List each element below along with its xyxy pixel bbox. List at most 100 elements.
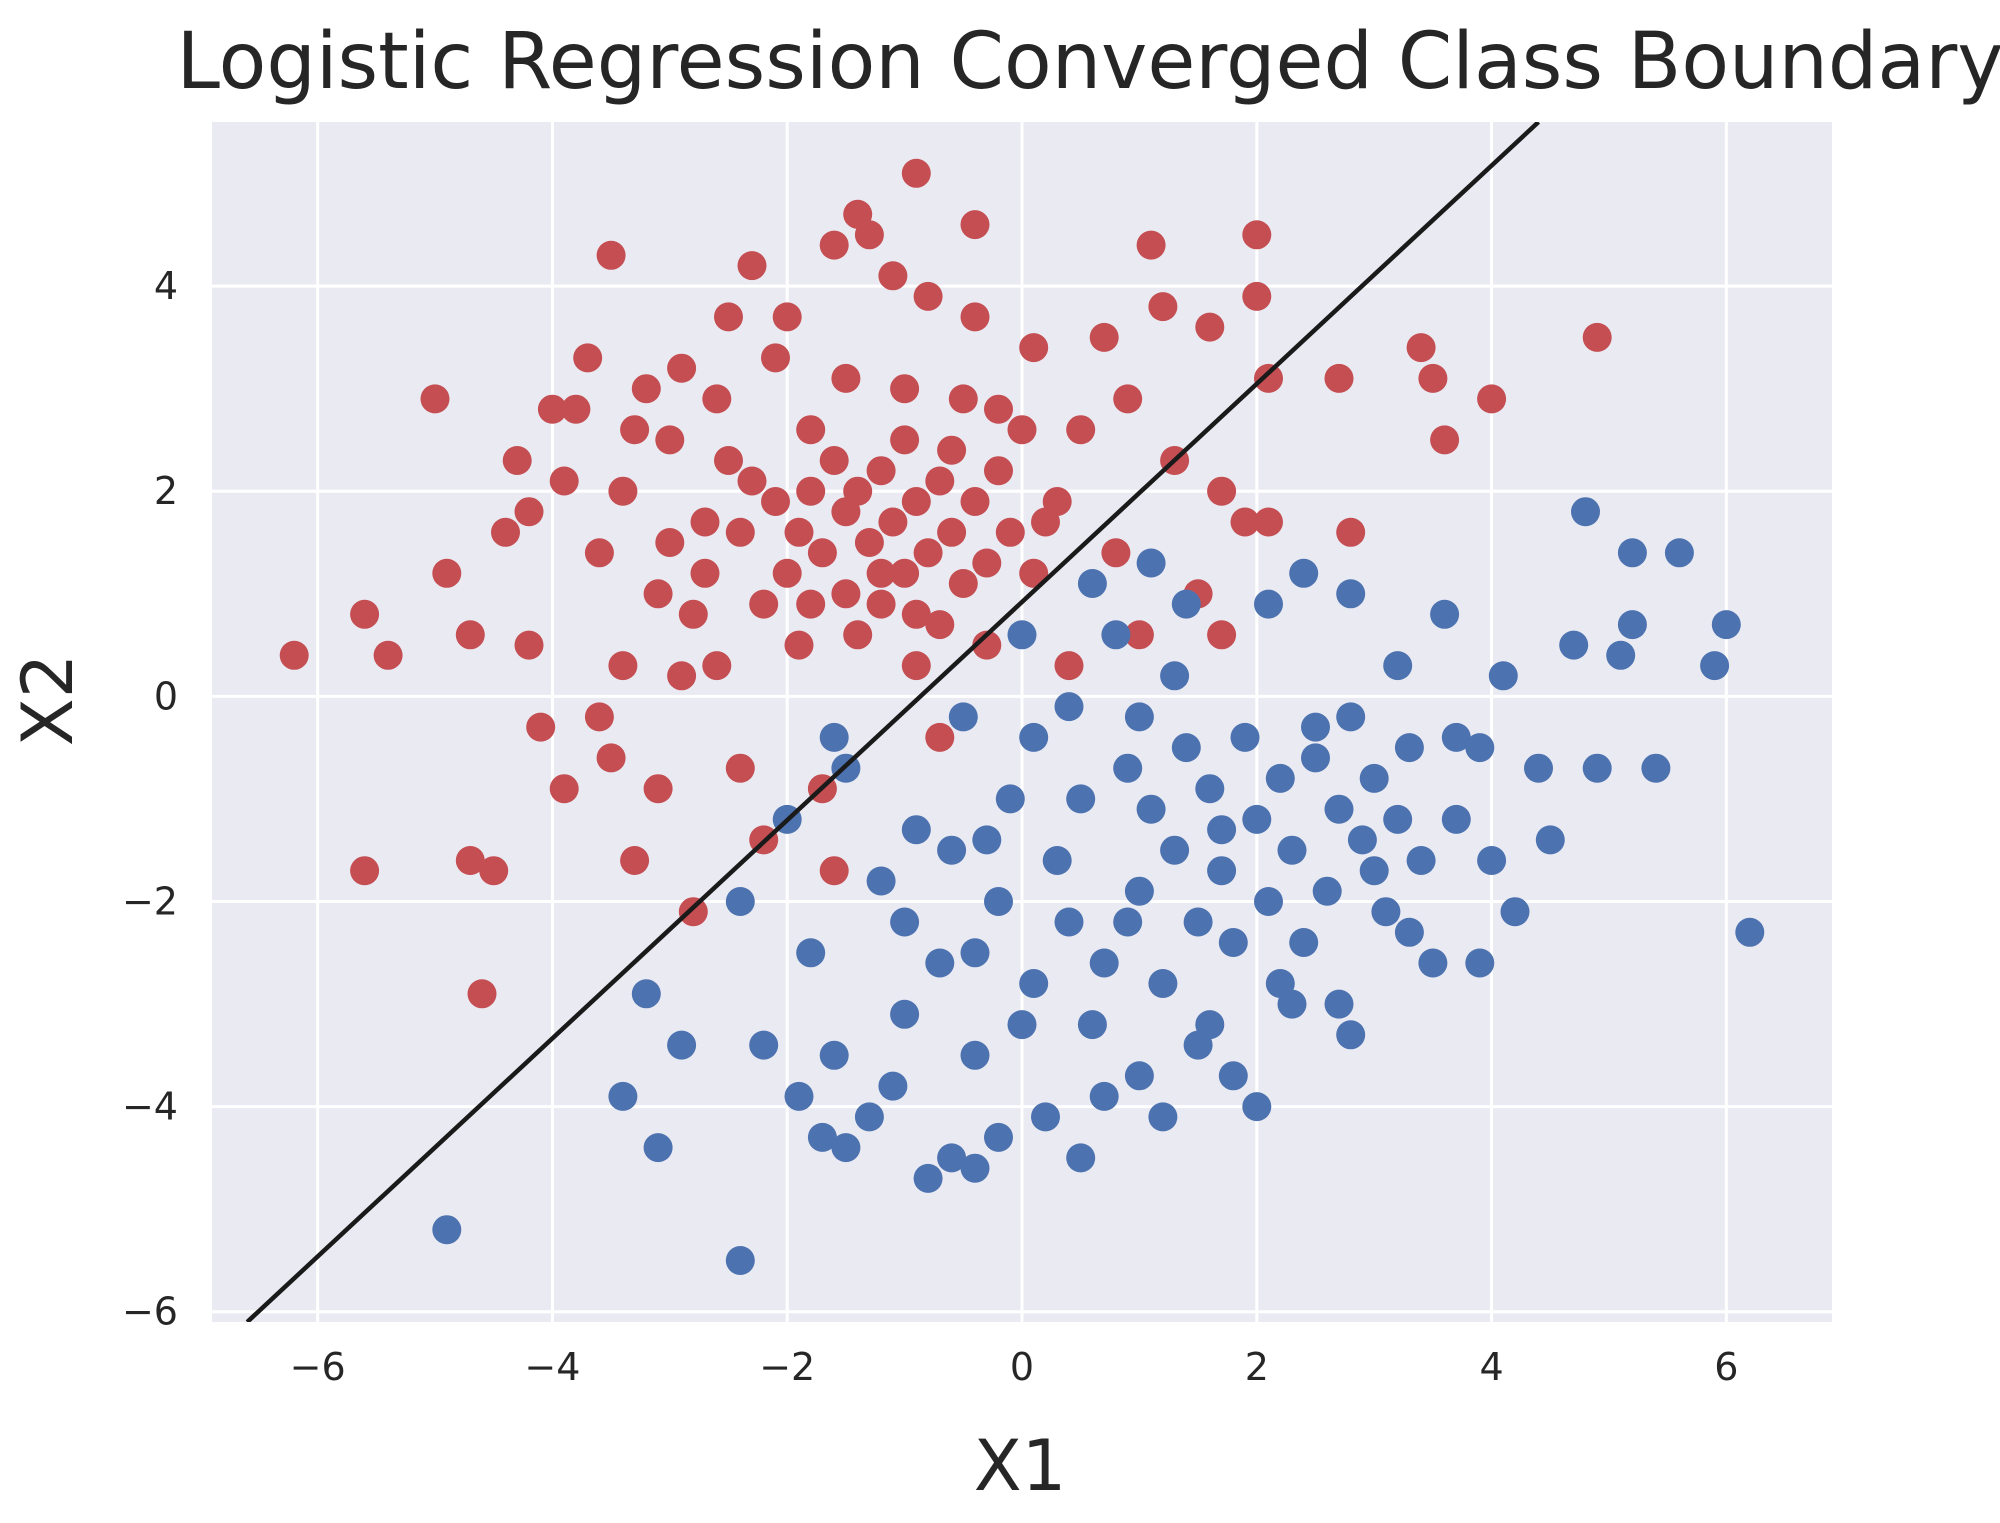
data-point (1465, 733, 1495, 763)
data-point (1066, 415, 1096, 445)
data-point (784, 1081, 814, 1111)
data-point (1711, 610, 1741, 640)
data-point (502, 446, 532, 475)
x-tick-label: 6 (1714, 1345, 1738, 1389)
data-point (937, 1143, 967, 1173)
x-tick-label: 0 (1010, 1345, 1034, 1389)
data-point (1007, 620, 1037, 650)
data-point (913, 281, 943, 311)
data-point (831, 1133, 861, 1163)
decision-boundary (245, 122, 1541, 1322)
data-point (643, 774, 673, 804)
data-point (350, 599, 380, 629)
data-point (972, 630, 1002, 660)
data-point (761, 343, 790, 373)
data-point (866, 558, 896, 588)
data-point (749, 589, 779, 619)
x-tick-label: −2 (759, 1345, 815, 1389)
data-point (620, 846, 650, 875)
data-point (455, 846, 485, 875)
data-point (831, 579, 861, 609)
data-point (1019, 969, 1049, 998)
data-point (1336, 1020, 1366, 1050)
data-point (960, 210, 990, 240)
data-point (1700, 651, 1730, 681)
data-point (1054, 692, 1084, 722)
data-point (866, 589, 896, 619)
data-point (1324, 363, 1354, 393)
data-point (737, 251, 767, 281)
data-point (925, 610, 955, 640)
data-point (1148, 1102, 1178, 1132)
data-point (725, 753, 755, 783)
data-point (1277, 835, 1307, 865)
data-point (714, 302, 743, 332)
data-point (772, 558, 802, 588)
data-point (702, 384, 732, 414)
data-point (1383, 804, 1413, 834)
y-tick-label: 0 (154, 674, 178, 718)
data-point (1171, 733, 1201, 763)
data-point (796, 589, 826, 619)
data-point (1007, 415, 1037, 445)
data-point (796, 938, 826, 968)
data-point (1160, 835, 1190, 865)
data-point (1242, 804, 1272, 834)
data-point (854, 220, 884, 250)
data-point (1617, 610, 1647, 640)
data-point (960, 938, 990, 968)
data-point (796, 476, 826, 506)
data-point (643, 579, 673, 609)
data-point (1383, 651, 1413, 681)
data-point (1289, 928, 1319, 957)
data-point (432, 1215, 462, 1245)
data-point (1418, 363, 1448, 393)
data-point (491, 517, 520, 547)
data-point (1101, 538, 1131, 568)
data-point (1218, 1061, 1248, 1091)
data-point (1042, 846, 1072, 875)
data-point (761, 487, 790, 516)
data-point (984, 887, 1013, 916)
data-point (549, 466, 579, 496)
data-point (866, 456, 896, 486)
data-point (960, 487, 990, 516)
data-point (1160, 661, 1190, 691)
x-axis-ticks: −6 −4 −2 0 2 4 6 (290, 1345, 1739, 1389)
data-point (667, 661, 697, 691)
data-point (1113, 907, 1143, 937)
data-point (1101, 620, 1131, 650)
data-point (1582, 753, 1612, 783)
data-point (737, 466, 767, 496)
data-point (725, 1246, 755, 1275)
data-point (279, 640, 309, 670)
data-point (948, 569, 978, 598)
data-point (1113, 384, 1143, 414)
data-point (631, 374, 661, 404)
data-point (913, 1163, 943, 1193)
data-point (1230, 507, 1260, 537)
data-point (890, 425, 920, 455)
data-point (1500, 897, 1530, 927)
data-point (1465, 948, 1495, 978)
data-point (1430, 425, 1460, 455)
data-point (1254, 589, 1283, 619)
data-point (1242, 1092, 1272, 1122)
data-point (1606, 640, 1636, 670)
data-point (1477, 384, 1507, 414)
data-point (1347, 825, 1377, 855)
data-point (796, 415, 826, 445)
data-point (948, 702, 978, 732)
data-point (1124, 620, 1154, 650)
data-point (1559, 630, 1589, 660)
data-point (843, 620, 873, 650)
data-point (479, 856, 509, 886)
data-point (925, 948, 955, 978)
data-point (1242, 220, 1272, 250)
data-point (1336, 579, 1366, 609)
data-point (878, 1071, 908, 1101)
data-point (1324, 989, 1354, 1019)
data-point (1254, 887, 1283, 916)
data-point (1477, 846, 1507, 875)
